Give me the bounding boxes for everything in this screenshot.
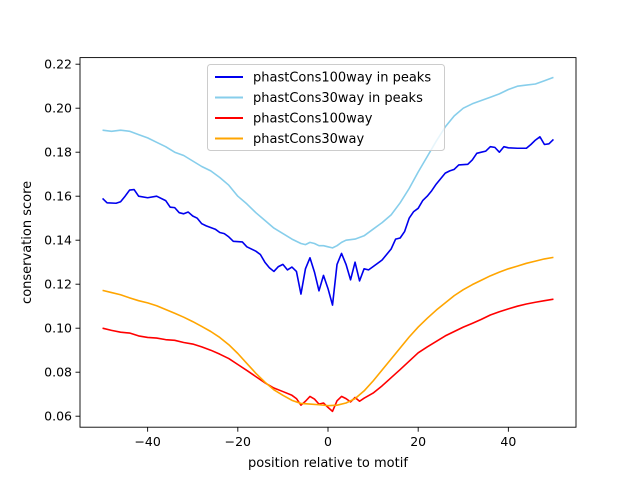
y-tick-label: 0.22 — [44, 57, 72, 72]
x-tick-label: 20 — [410, 434, 426, 449]
y-tick-label: 0.20 — [44, 101, 72, 116]
x-tick-label: 0 — [324, 434, 332, 449]
legend-label-2: phastCons100way — [253, 112, 373, 127]
legend: phastCons100way in peaks phastCons30way i… — [207, 64, 445, 151]
legend-label-1: phastCons30way in peaks — [253, 91, 423, 106]
y-tick-label: 0.12 — [44, 277, 72, 292]
series-line-2 — [102, 298, 554, 413]
legend-box — [207, 64, 445, 151]
y-axis-label: conservation score — [20, 181, 35, 304]
series-line-0 — [101, 136, 555, 306]
y-tick-label: 0.06 — [44, 409, 72, 424]
y-tick-label: 0.08 — [44, 365, 72, 380]
x-tick-label: 40 — [500, 434, 516, 449]
y-tick-label: 0.10 — [44, 321, 72, 336]
series-line-3 — [102, 256, 554, 407]
x-axis-label: position relative to motif — [248, 456, 408, 471]
y-tick-label: 0.14 — [44, 233, 72, 248]
x-axis-ticks: −40 −20 0 20 40 — [134, 427, 516, 449]
y-tick-label: 0.16 — [44, 189, 72, 204]
series-line-1 — [102, 76, 554, 249]
y-tick-label: 0.18 — [44, 145, 72, 160]
legend-label-0: phastCons100way in peaks — [253, 71, 431, 86]
plot-lines — [101, 76, 555, 413]
x-tick-label: −40 — [134, 434, 160, 449]
x-tick-label: −20 — [225, 434, 251, 449]
y-axis-ticks: 0.06 0.08 0.10 0.12 0.14 0.16 0.18 0.20 0.22 — [44, 57, 80, 424]
legend-label-3: phastCons30way — [253, 132, 365, 147]
